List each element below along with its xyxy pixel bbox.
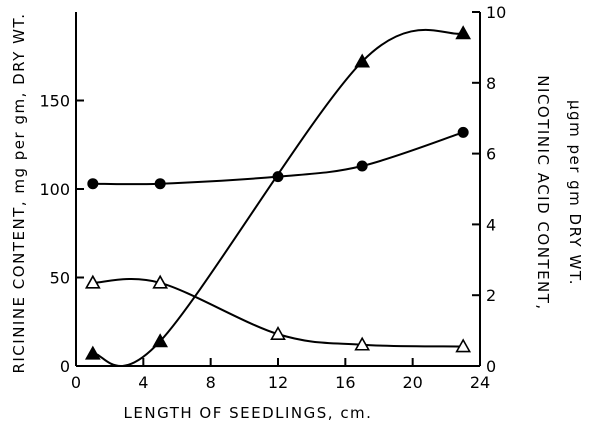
left-y-tick-label: 50 [50,269,70,288]
right-y-axis-label-line-1: NICOTINIC ACID CONTENT, [534,75,552,310]
data-point-filled-circle [356,160,368,172]
data-point-filled-triangle [152,333,169,348]
data-point-open-triangle [270,326,286,340]
data-point-filled-circle [87,178,99,190]
right-y-tick-label: 8 [486,74,496,93]
right-y-tick-label: 10 [486,3,506,22]
data-point-open-triangle [152,274,169,289]
right-y-tick-label: 0 [486,357,496,376]
right-y-tick-label: 4 [486,215,496,234]
x-tick-label: 8 [206,373,216,392]
x-tick-label: 4 [138,373,148,392]
left-y-tick-label: 150 [39,92,70,111]
data-point-filled-triangle [84,345,101,360]
series-open-triangle [84,274,472,353]
right-y-tick-label: 2 [486,286,496,305]
data-point-open-triangle [354,336,371,351]
data-point-open-triangle [455,338,472,353]
x-axis-label: LENGTH OF SEEDLINGS, cm. [124,404,373,422]
data-point-filled-circle [457,126,469,138]
x-tick-label: 20 [402,373,422,392]
left-y-tick-label: 100 [39,180,70,199]
left-y-tick-label: 0 [60,357,70,376]
axis-labels: LENGTH OF SEEDLINGS, cm. RICININE CONTEN… [10,12,584,422]
right-y-axis-label-line-2: μgm per gm DRY WT. [566,100,584,286]
series-filled-triangle [84,25,472,367]
x-tick-label: 24 [470,373,490,392]
data-point-open-triangle [84,274,101,289]
data-point-filled-triangle [455,25,472,40]
left-y-axis-label: RICININE CONTENT, mg per gm, DRY WT. [10,12,28,373]
x-tick-label: 16 [335,373,355,392]
data-point-filled-circle [154,178,166,190]
x-tick-label: 0 [71,373,81,392]
x-tick-label: 12 [268,373,288,392]
series-filled-circle [87,126,469,190]
right-y-tick-label: 6 [486,145,496,164]
series-line-filled-triangle [92,28,464,367]
series-layer [84,25,472,367]
data-point-filled-triangle [354,53,371,68]
